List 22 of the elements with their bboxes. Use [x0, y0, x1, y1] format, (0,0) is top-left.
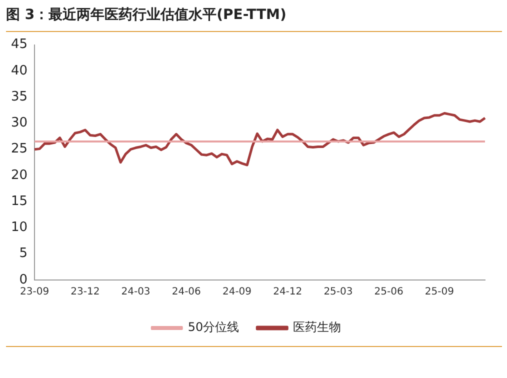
x-tick-label: 24-09	[222, 286, 252, 298]
x-tick-label: 24-06	[172, 286, 201, 298]
y-tick-label: 25	[10, 142, 28, 157]
x-tick-label: 24-12	[273, 286, 302, 298]
legend-label: 医药生物	[293, 320, 342, 334]
x-tick-label: 25-06	[374, 286, 404, 298]
y-tick-label: 15	[10, 194, 28, 209]
x-tick-label: 23-09	[20, 286, 50, 298]
y-tick-label: 20	[10, 168, 28, 183]
x-tick-label: 24-03	[121, 286, 150, 298]
y-tick-label: 10	[10, 220, 28, 236]
x-tick-label: 23-12	[70, 286, 100, 298]
chart-title: 图 3：最近两年医药行业估值水平(PE-TTM)	[6, 6, 286, 24]
y-tick-label: 5	[19, 246, 28, 262]
y-tick-label: 40	[10, 63, 28, 78]
y-tick-label: 45	[10, 37, 28, 52]
y-tick-label: 0	[19, 272, 28, 288]
y-tick-label: 30	[10, 116, 28, 131]
legend-label: 50分位线	[188, 320, 240, 334]
y-tick-label: 35	[10, 89, 28, 104]
x-tick-label: 25-03	[324, 286, 353, 298]
x-tick-label: 25-09	[424, 286, 454, 298]
